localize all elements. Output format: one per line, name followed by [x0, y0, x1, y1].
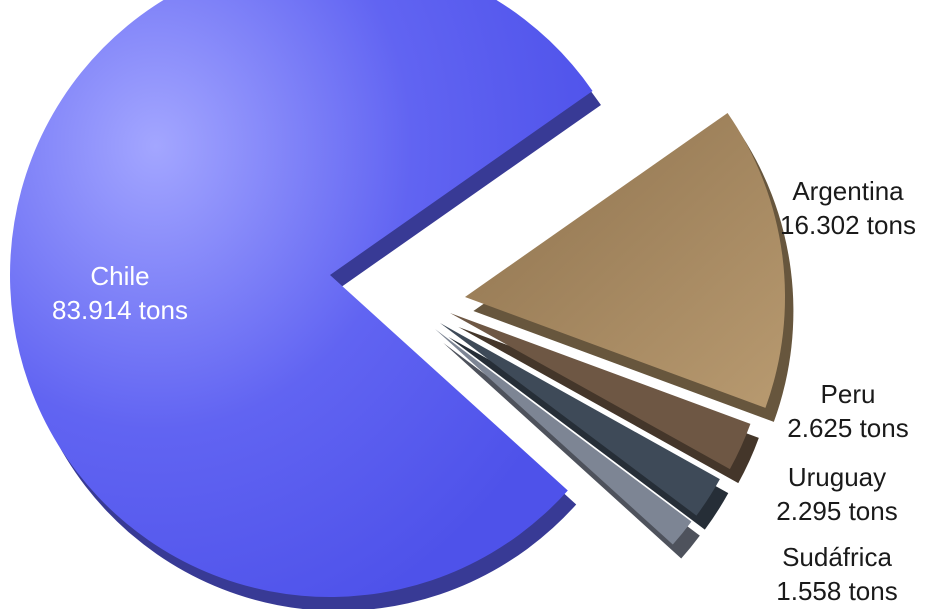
slice-value-argentina: 16.302 tons [780, 210, 916, 240]
pie-slice-peru [450, 313, 759, 484]
slice-value-peru: 2.625 tons [787, 413, 908, 443]
pie-labels: Chile 83.914 tons Argentina 16.302 tons Peru… [52, 176, 916, 606]
pie-slice-argentina [465, 112, 794, 422]
slice-name-sudafrica: Sudáfrica [782, 542, 892, 572]
slice-label-chile: Chile 83.914 tons [52, 261, 188, 325]
pie-slice-chile [10, 0, 601, 611]
pie-slice-top-argentina [465, 112, 786, 408]
pie-slices [10, 0, 794, 611]
slice-value-chile: 83.914 tons [52, 295, 188, 325]
slice-label-argentina: Argentina 16.302 tons [780, 176, 916, 240]
slice-name-peru: Peru [821, 379, 876, 409]
pie-slice-uruguay [440, 323, 729, 530]
pie-slice-top-sudafrica [435, 329, 692, 545]
slice-name-uruguay: Uruguay [788, 462, 886, 492]
pie-slice-top-uruguay [440, 323, 720, 516]
pie-slice-top-peru [450, 313, 751, 470]
pie-slice-side-peru [458, 327, 759, 484]
slice-label-uruguay: Uruguay 2.295 tons [776, 462, 897, 526]
slice-value-uruguay: 2.295 tons [776, 496, 897, 526]
slice-name-chile: Chile [90, 261, 149, 291]
pie-slice-sudafrica [435, 329, 700, 559]
slice-label-peru: Peru 2.625 tons [787, 379, 908, 443]
slice-name-argentina: Argentina [792, 176, 904, 206]
slice-value-sudafrica: 1.558 tons [776, 576, 897, 606]
slice-label-sudafrica: Sudáfrica 1.558 tons [776, 542, 897, 606]
pie-slice-top-chile [10, 0, 593, 597]
